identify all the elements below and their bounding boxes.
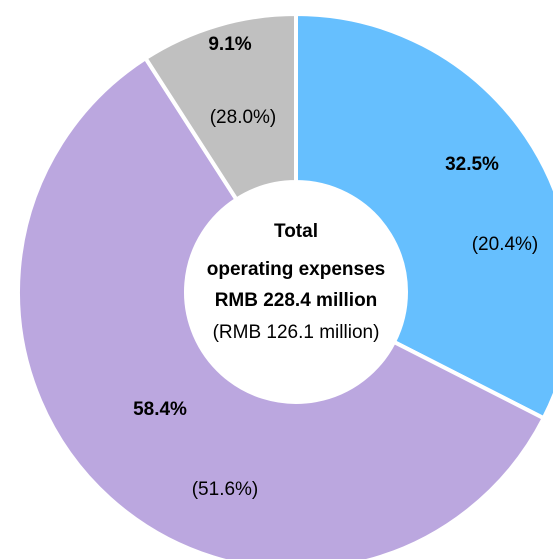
center-total: RMB 228.4 million (215, 290, 378, 311)
center-title: Total (274, 221, 318, 242)
value-label: 58.4% (133, 399, 187, 420)
slices (16, 11, 553, 559)
slice (294, 11, 553, 421)
value-label: 9.1% (208, 34, 251, 55)
center-comparison: (RMB 126.1 million) (213, 322, 380, 343)
slice (16, 55, 547, 559)
comparison-label: (28.0%) (210, 107, 277, 128)
comparison-label: (20.4%) (472, 234, 539, 255)
comparison-label: (51.6%) (192, 479, 259, 500)
value-label: 32.5% (445, 154, 499, 175)
slice (142, 11, 298, 203)
center-title: operating expenses (207, 259, 385, 280)
